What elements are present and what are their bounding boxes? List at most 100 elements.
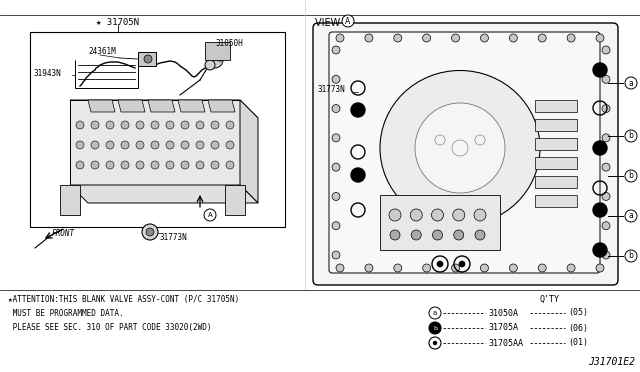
Circle shape	[121, 121, 129, 129]
Circle shape	[422, 34, 431, 42]
Circle shape	[332, 134, 340, 142]
Circle shape	[481, 264, 488, 272]
Circle shape	[121, 161, 129, 169]
Circle shape	[106, 141, 114, 149]
Circle shape	[144, 55, 152, 63]
Circle shape	[433, 341, 437, 345]
Text: VIEW: VIEW	[315, 18, 344, 28]
Text: 31773N: 31773N	[160, 234, 188, 243]
Circle shape	[602, 105, 610, 113]
Circle shape	[602, 134, 610, 142]
Polygon shape	[208, 100, 235, 112]
Circle shape	[433, 230, 442, 240]
Circle shape	[596, 264, 604, 272]
Circle shape	[602, 222, 610, 230]
Text: ★ATTENTION:THIS BLANK VALVE ASSY-CONT (P/C 31705N): ★ATTENTION:THIS BLANK VALVE ASSY-CONT (P…	[8, 295, 239, 304]
Bar	[380, 195, 500, 250]
Circle shape	[365, 34, 373, 42]
Circle shape	[412, 230, 421, 240]
Circle shape	[76, 121, 84, 129]
Circle shape	[205, 60, 215, 70]
Bar	[138, 52, 156, 66]
Circle shape	[394, 34, 402, 42]
Text: b: b	[433, 326, 437, 330]
Text: 31705A: 31705A	[488, 324, 518, 333]
Polygon shape	[70, 100, 240, 185]
Text: (01): (01)	[568, 339, 588, 347]
Circle shape	[181, 141, 189, 149]
Circle shape	[76, 161, 84, 169]
Polygon shape	[148, 100, 175, 112]
Circle shape	[459, 261, 465, 267]
Circle shape	[538, 34, 546, 42]
Circle shape	[596, 34, 604, 42]
Circle shape	[509, 34, 517, 42]
Circle shape	[196, 121, 204, 129]
Circle shape	[452, 209, 465, 221]
Circle shape	[602, 46, 610, 54]
Text: A: A	[207, 212, 212, 218]
Circle shape	[602, 163, 610, 171]
Circle shape	[211, 141, 219, 149]
Circle shape	[593, 63, 607, 77]
Text: a: a	[628, 212, 634, 221]
Circle shape	[625, 210, 637, 222]
Text: PLEASE SEE SEC. 310 OF PART CODE 33020(2WD): PLEASE SEE SEC. 310 OF PART CODE 33020(2…	[8, 323, 211, 332]
Circle shape	[625, 250, 637, 262]
Circle shape	[181, 121, 189, 129]
Text: 31773N: 31773N	[318, 86, 346, 94]
Circle shape	[452, 34, 460, 42]
Ellipse shape	[380, 71, 540, 225]
Text: (06): (06)	[568, 324, 588, 333]
Circle shape	[226, 161, 234, 169]
Circle shape	[151, 141, 159, 149]
Circle shape	[625, 130, 637, 142]
Bar	[535, 195, 577, 207]
Text: 31943N: 31943N	[33, 68, 61, 77]
Polygon shape	[88, 100, 115, 112]
Circle shape	[422, 264, 431, 272]
Text: a: a	[628, 78, 634, 87]
Circle shape	[332, 222, 340, 230]
Circle shape	[226, 121, 234, 129]
Circle shape	[429, 307, 441, 319]
Circle shape	[332, 105, 340, 113]
Bar	[535, 138, 577, 150]
Circle shape	[437, 261, 443, 267]
Text: b: b	[628, 171, 634, 180]
Text: 31050H: 31050H	[215, 38, 243, 48]
Text: ★ 31705N: ★ 31705N	[97, 18, 140, 27]
Circle shape	[390, 230, 400, 240]
Text: b: b	[628, 251, 634, 260]
Text: Q'TY: Q'TY	[540, 295, 560, 304]
Text: J31701E2: J31701E2	[588, 357, 635, 367]
Bar	[535, 157, 577, 169]
FancyBboxPatch shape	[313, 23, 618, 285]
Circle shape	[452, 264, 460, 272]
Circle shape	[332, 163, 340, 171]
Circle shape	[91, 121, 99, 129]
Circle shape	[332, 192, 340, 201]
Circle shape	[142, 224, 158, 240]
Circle shape	[166, 141, 174, 149]
Bar	[535, 176, 577, 188]
Bar	[535, 119, 577, 131]
Circle shape	[166, 121, 174, 129]
Polygon shape	[240, 100, 258, 203]
Circle shape	[431, 209, 444, 221]
Circle shape	[91, 141, 99, 149]
Circle shape	[166, 161, 174, 169]
Text: 31705AA: 31705AA	[488, 339, 523, 347]
Circle shape	[481, 34, 488, 42]
Circle shape	[474, 209, 486, 221]
Circle shape	[336, 34, 344, 42]
Circle shape	[91, 161, 99, 169]
Bar	[535, 100, 577, 112]
FancyBboxPatch shape	[329, 32, 600, 273]
Polygon shape	[118, 100, 145, 112]
Circle shape	[332, 251, 340, 259]
Circle shape	[593, 141, 607, 155]
Polygon shape	[178, 100, 205, 112]
Bar	[30, 32, 285, 227]
Circle shape	[151, 161, 159, 169]
